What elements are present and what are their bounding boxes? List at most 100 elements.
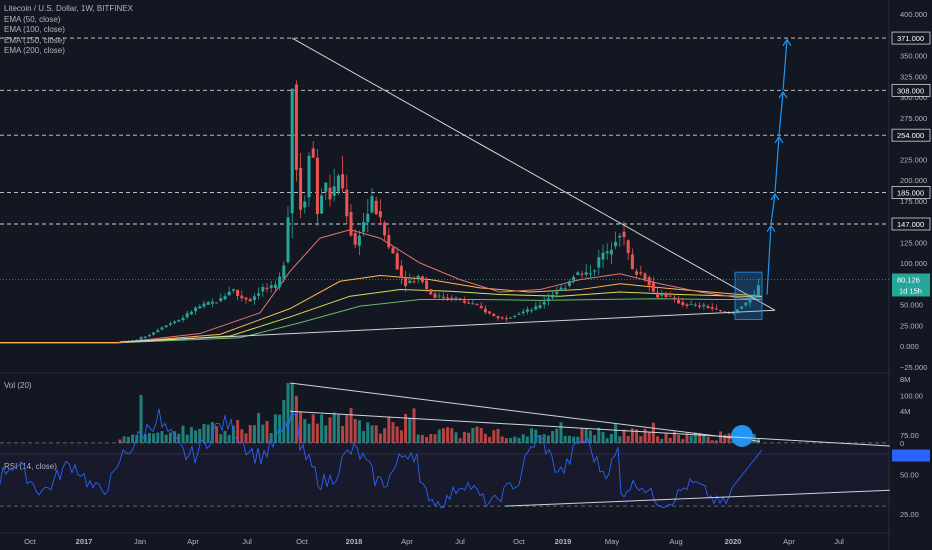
volume-bar: [408, 417, 412, 443]
volume-bar: [181, 425, 185, 443]
rsi-tick: 75.00: [900, 431, 919, 440]
candle-body: [483, 308, 487, 313]
candle-body: [282, 265, 286, 279]
volume-bar: [664, 433, 668, 443]
candle-body: [194, 307, 198, 312]
triangle-trendline: [291, 37, 776, 311]
projection-arrow: [774, 136, 780, 193]
volume-bar: [492, 430, 496, 443]
candle-body: [294, 84, 298, 170]
candle-body: [425, 280, 429, 290]
volume-bar: [261, 424, 265, 443]
price-level-box: [891, 128, 931, 142]
volume-bar: [437, 429, 441, 443]
volume-bar: [374, 425, 378, 443]
time-tick: Aug: [669, 537, 682, 546]
volume-bar: [483, 433, 487, 443]
indicator-ema200[interactable]: EMA (200, close): [4, 46, 65, 56]
price-level-label: 254.000: [897, 131, 924, 140]
volume-bar: [601, 431, 605, 443]
volume-bar: [563, 435, 567, 443]
volume-bar: [622, 429, 626, 443]
volume-pane-label[interactable]: Vol (20): [4, 381, 32, 390]
candle-body: [210, 301, 214, 304]
volume-bar: [525, 436, 529, 443]
candle-body: [185, 313, 189, 318]
time-tick: Oct: [24, 537, 37, 546]
candle-body: [614, 241, 618, 247]
volume-bar: [702, 434, 706, 443]
ema150-line: [119, 289, 763, 344]
price-level-label: 308.000: [897, 86, 924, 95]
candle-body: [735, 309, 739, 313]
volume-bar: [152, 433, 156, 443]
time-tick: Jul: [455, 537, 465, 546]
current-price-label: 80.126: [897, 275, 920, 284]
volume-bar: [227, 434, 231, 443]
projection-arrowhead: [782, 38, 792, 47]
candle-body: [597, 257, 601, 268]
candle-body: [362, 222, 366, 232]
indicator-ema50[interactable]: EMA (50, close): [4, 14, 61, 24]
price-level-box: [891, 186, 931, 199]
candle-body: [433, 293, 437, 298]
candle-body: [320, 195, 324, 214]
volume-bar: [500, 436, 504, 443]
price-tick: 325.000: [900, 72, 927, 81]
candle-body: [576, 272, 580, 275]
price-tick: 0.000: [900, 342, 919, 351]
candle-body: [639, 272, 643, 274]
candle-body: [261, 286, 265, 292]
price-level-box: [891, 83, 931, 97]
volume-bar: [357, 420, 361, 443]
volume-bar: [517, 437, 521, 443]
volume-bar: [462, 431, 466, 443]
candle-body: [383, 222, 387, 236]
rsi-tick: 25.00: [900, 510, 919, 519]
time-tick: 2017: [76, 537, 93, 546]
volume-tick: 4M: [900, 407, 910, 416]
volume-bar: [433, 434, 437, 443]
candle-body: [164, 325, 168, 328]
candle-body: [147, 335, 151, 337]
candle-body: [689, 303, 693, 305]
candle-body: [513, 315, 517, 317]
volume-bar: [168, 432, 172, 443]
candle-body: [551, 294, 555, 298]
volume-bar: [147, 433, 151, 443]
volume-bar: [219, 434, 223, 443]
volume-bar: [635, 429, 639, 443]
candle-body: [744, 302, 748, 306]
indicator-ema100[interactable]: EMA (100, close): [4, 25, 65, 35]
candle-body: [555, 292, 559, 295]
rsi-pane-label[interactable]: RSI (14, close): [4, 462, 57, 471]
volume-bar: [496, 428, 500, 443]
candle-body: [345, 189, 349, 217]
volume-bar: [454, 432, 458, 443]
volume-bar: [584, 428, 588, 443]
candle-body: [567, 281, 571, 286]
candle-body: [538, 305, 542, 308]
candle-body: [714, 308, 718, 310]
candle-body: [605, 251, 609, 254]
candle-body: [660, 294, 664, 296]
volume-bar: [387, 416, 391, 443]
volume-bar: [450, 428, 454, 443]
symbol-title[interactable]: Litecoin / U.S. Dollar, 1W, BITFINEX: [4, 4, 133, 13]
candle-body: [223, 296, 227, 300]
volume-bar: [349, 408, 353, 443]
volume-bar: [194, 430, 198, 443]
candle-body: [626, 240, 630, 254]
volume-bar: [677, 435, 681, 443]
candle-body: [656, 292, 660, 298]
candle-body: [664, 294, 668, 298]
candle-body: [681, 302, 685, 305]
indicator-ema150[interactable]: EMA (150, close): [4, 35, 65, 45]
candle-body: [202, 303, 206, 307]
volume-bar: [240, 429, 244, 443]
candle-body: [647, 277, 651, 286]
volume-bar: [488, 437, 492, 443]
rsi-tick: 50.00: [900, 471, 919, 480]
candle-body: [404, 277, 408, 287]
